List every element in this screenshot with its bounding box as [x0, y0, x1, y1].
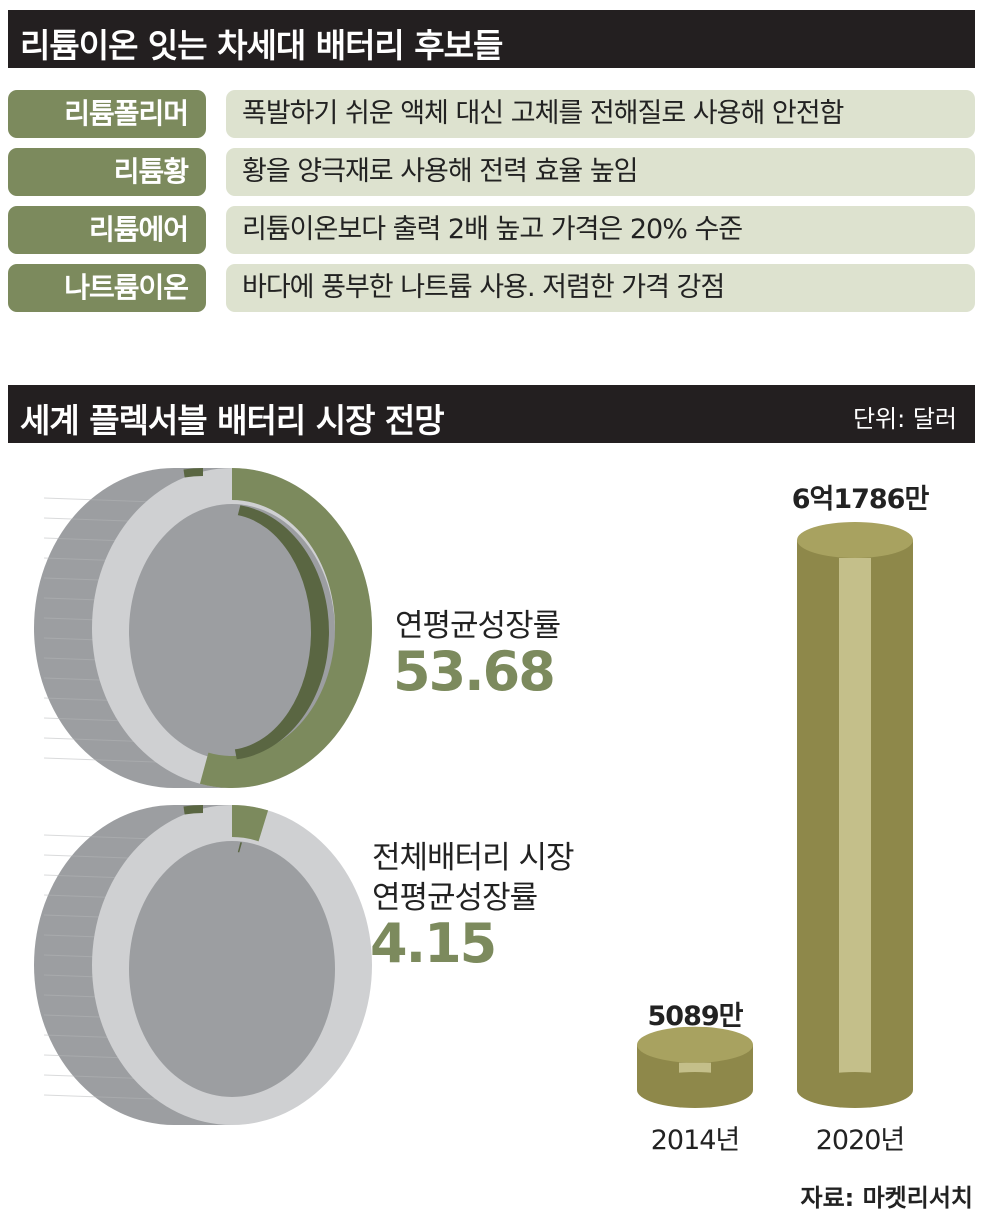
battery-label: 리튬에어 [8, 206, 206, 254]
ring1-label: 연평균성장률 [395, 608, 561, 644]
ring2-share-slice [232, 805, 269, 842]
section1-header: 리튬이온 잇는 차세대 배터리 후보들 [8, 10, 975, 68]
ring1-ring-hole [129, 504, 335, 760]
ring2-label-line1: 전체배터리 시장 [372, 840, 574, 876]
battery-desc: 폭발하기 쉬운 액체 대신 고체를 전해질로 사용해 안전함 [226, 90, 975, 138]
ring1-share-inner [234, 505, 330, 760]
section1-title: 리튬이온 잇는 차세대 배터리 후보들 [20, 26, 503, 65]
battery-desc: 황을 양극재로 사용해 전력 효율 높임 [226, 148, 975, 196]
ring2-label-line2: 연평균성장률 [372, 880, 538, 916]
bar-top-0 [637, 1026, 753, 1063]
ring2-share-inner [237, 842, 243, 853]
unit-label: 단위: 달러 [852, 405, 957, 433]
bar-value-label-2020: 6억1786만 [791, 484, 930, 515]
ring2-share-rim [183, 805, 203, 815]
battery-label: 리튬폴리머 [8, 90, 206, 138]
bar-highlight-1 [839, 558, 871, 1090]
bar-category-2020: 2020년 [815, 1125, 906, 1156]
ring2-value: 4.15 [370, 912, 497, 975]
ring2-ring-hole [129, 841, 335, 1097]
bar-base-0 [637, 1072, 753, 1108]
battery-row-1: 리튬폴리머 폭발하기 쉬운 액체 대신 고체를 전해질로 사용해 안전함 [8, 90, 975, 138]
section2-title: 세계 플렉서블 배터리 시장 전망 [20, 401, 445, 440]
ring1-value: 53.68 [393, 640, 556, 703]
bar-value-label-2014: 5089만 [647, 1001, 744, 1032]
battery-row-2: 리튬황 황을 양극재로 사용해 전력 효율 높임 [8, 148, 975, 196]
source-note: 자료: 마켓리서치 [800, 1184, 973, 1212]
battery-row-4: 나트륨이온 바다에 풍부한 나트륨 사용. 저렴한 가격 강점 [8, 264, 975, 312]
battery-label: 리튬황 [8, 148, 206, 196]
ring1-share-rim [183, 468, 203, 478]
bar-category-2014: 2014년 [650, 1125, 741, 1156]
section2-header: 세계 플렉서블 배터리 시장 전망 단위: 달러 [8, 385, 975, 443]
battery-desc: 바다에 풍부한 나트륨 사용. 저렴한 가격 강점 [226, 264, 975, 312]
battery-desc: 리튬이온보다 출력 2배 높고 가격은 20% 수준 [226, 206, 975, 254]
bar-base-1 [797, 1072, 913, 1108]
ring1-share-slice [199, 468, 372, 788]
bar-top-1 [797, 522, 913, 558]
battery-row-3: 리튬에어 리튬이온보다 출력 2배 높고 가격은 20% 수준 [8, 206, 975, 254]
battery-label: 나트륨이온 [8, 264, 206, 312]
